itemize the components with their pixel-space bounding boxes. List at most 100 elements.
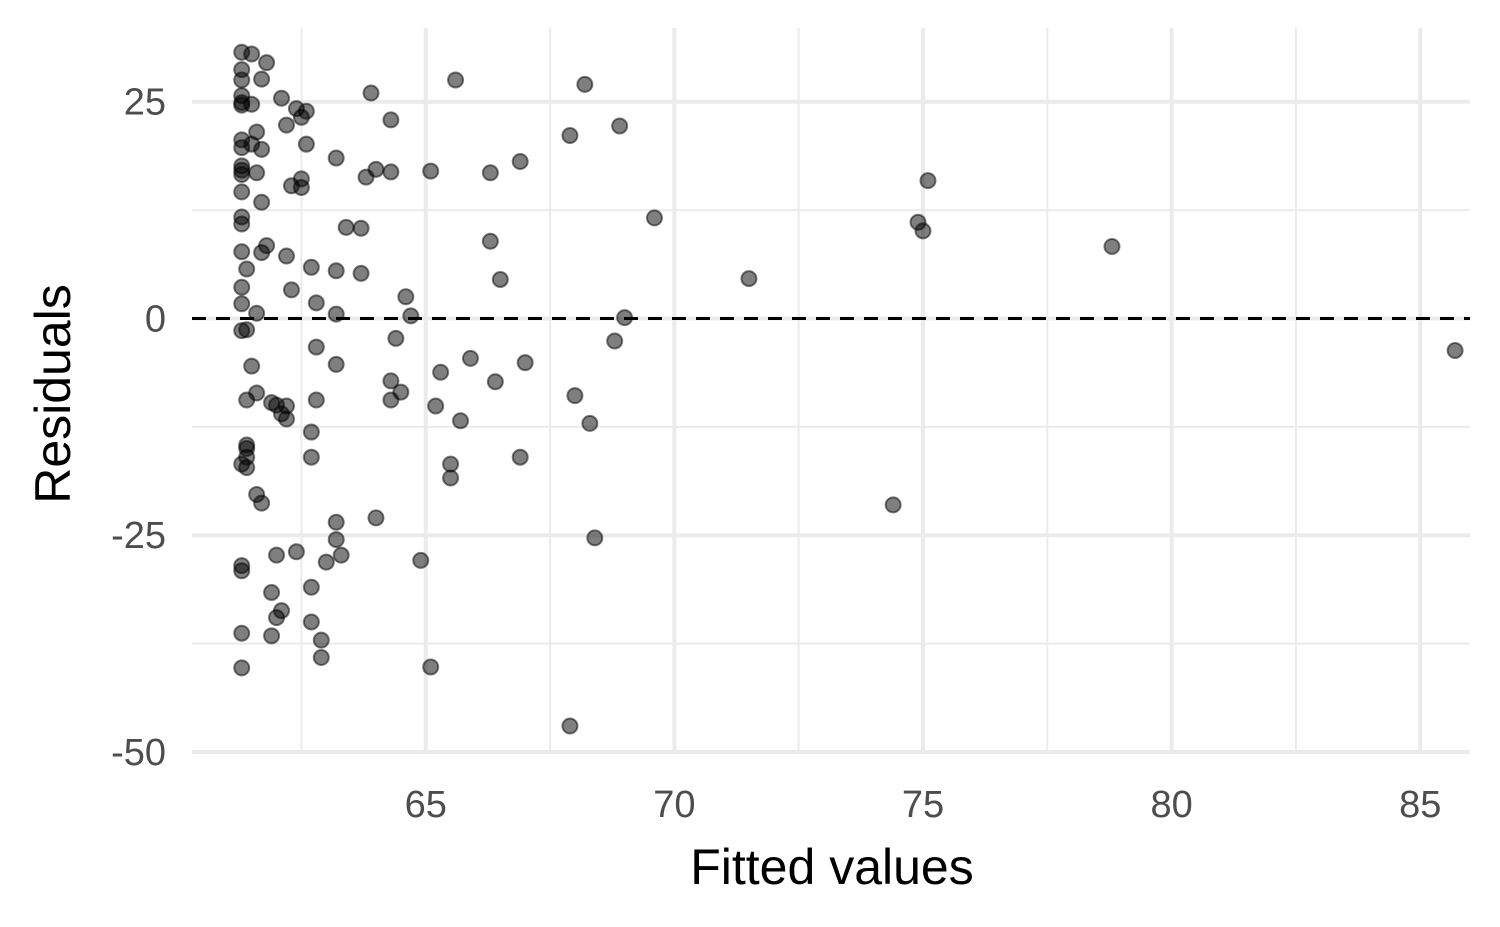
- data-point: [516, 354, 534, 372]
- data-point: [258, 54, 276, 72]
- data-point: [253, 140, 271, 158]
- data-points: [233, 43, 1464, 735]
- data-point: [422, 658, 440, 676]
- data-point: [1103, 238, 1121, 256]
- y-tick-label: 25: [124, 82, 166, 124]
- data-point: [233, 278, 251, 296]
- data-point: [327, 305, 345, 323]
- data-point: [387, 329, 405, 347]
- data-point: [243, 45, 261, 63]
- data-point: [297, 135, 315, 153]
- data-point: [581, 414, 599, 432]
- data-point: [352, 264, 370, 282]
- x-tick-label: 80: [1150, 784, 1192, 826]
- data-point: [292, 108, 310, 126]
- data-point: [243, 357, 261, 375]
- data-point: [586, 529, 604, 547]
- data-point: [302, 423, 320, 441]
- data-point: [486, 373, 504, 391]
- data-point: [327, 513, 345, 531]
- data-point: [397, 288, 415, 306]
- data-point: [382, 391, 400, 409]
- y-axis-tick-labels: -50 -25 0 25: [111, 82, 166, 774]
- data-point: [367, 509, 385, 527]
- data-point: [248, 164, 266, 182]
- data-point: [263, 627, 281, 645]
- data-point: [327, 262, 345, 280]
- data-point: [282, 281, 300, 299]
- data-point: [412, 551, 430, 569]
- data-point: [287, 543, 305, 561]
- data-point: [307, 391, 325, 409]
- data-point: [616, 309, 634, 327]
- data-point: [292, 179, 310, 197]
- data-point: [302, 613, 320, 631]
- data-point: [233, 71, 251, 89]
- data-point: [362, 84, 380, 102]
- data-point: [452, 412, 470, 430]
- data-point: [268, 609, 286, 627]
- data-point: [561, 717, 579, 735]
- data-point: [307, 294, 325, 312]
- data-point: [461, 349, 479, 367]
- data-point: [740, 270, 758, 288]
- data-point: [491, 270, 509, 288]
- data-point: [253, 70, 271, 88]
- data-point: [645, 209, 663, 227]
- data-point: [1446, 342, 1464, 360]
- data-point: [382, 163, 400, 181]
- x-axis-tick-labels: 65 70 75 80 85: [405, 784, 1442, 826]
- data-point: [302, 448, 320, 466]
- data-point: [442, 455, 460, 473]
- data-point: [481, 164, 499, 182]
- data-point: [233, 166, 251, 184]
- data-point: [332, 546, 350, 564]
- data-point: [312, 648, 330, 666]
- data-point: [566, 387, 584, 405]
- data-point: [317, 553, 335, 571]
- data-point: [233, 139, 251, 157]
- data-point: [233, 243, 251, 261]
- minor-gridlines: [192, 28, 1470, 752]
- data-point: [248, 304, 266, 322]
- data-point: [307, 338, 325, 356]
- data-point: [327, 531, 345, 549]
- data-point: [233, 295, 251, 313]
- data-point: [422, 162, 440, 180]
- major-gridlines: [192, 28, 1470, 754]
- data-point: [606, 332, 624, 350]
- data-point: [277, 247, 295, 265]
- data-point: [337, 218, 355, 236]
- y-tick-label: 0: [145, 298, 166, 340]
- x-tick-label: 70: [653, 784, 695, 826]
- x-tick-label: 85: [1399, 784, 1441, 826]
- data-point: [427, 397, 445, 415]
- data-point: [352, 219, 370, 237]
- data-point: [357, 168, 375, 186]
- data-point: [277, 116, 295, 134]
- data-point: [914, 222, 932, 240]
- data-point: [277, 410, 295, 428]
- data-point: [481, 232, 499, 250]
- data-point: [248, 384, 266, 402]
- data-point: [233, 562, 251, 580]
- data-point: [253, 494, 271, 512]
- x-axis-title: Fitted values: [690, 839, 973, 895]
- data-point: [268, 546, 286, 564]
- data-point: [238, 260, 256, 278]
- data-point: [327, 149, 345, 167]
- data-point: [312, 631, 330, 649]
- data-point: [402, 307, 420, 325]
- data-point: [302, 258, 320, 276]
- data-point: [511, 448, 529, 466]
- data-point: [432, 363, 450, 381]
- y-tick-label: -50: [111, 732, 166, 774]
- data-point: [233, 322, 251, 340]
- data-point: [447, 71, 465, 89]
- y-tick-label: -25: [111, 515, 166, 557]
- data-point: [442, 469, 460, 487]
- data-point: [382, 372, 400, 390]
- data-point: [233, 183, 251, 201]
- data-point: [233, 659, 251, 677]
